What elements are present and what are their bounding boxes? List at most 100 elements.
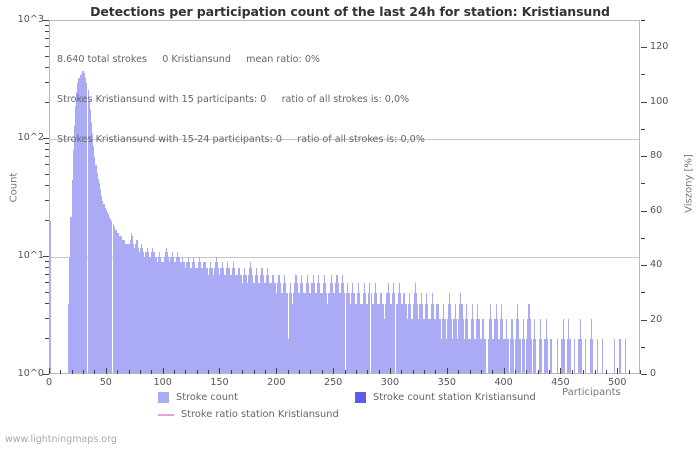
histogram-bar [561, 339, 563, 373]
legend-label: Stroke count station Kristiansund [373, 392, 536, 403]
x-tick [480, 370, 482, 374]
histogram-bar [157, 257, 160, 373]
histogram-bar [442, 318, 444, 373]
histogram-bar [483, 318, 485, 373]
histogram-bar [329, 283, 331, 373]
histogram-bar [514, 339, 516, 373]
histogram-bar [139, 247, 141, 373]
histogram-bar [406, 318, 408, 373]
annotation-block: 8.640 total strokes 0 Kristiansund mean … [57, 27, 617, 172]
plot-clip [50, 21, 639, 373]
histogram-bar [346, 283, 348, 373]
histogram-bar [328, 292, 330, 373]
x-tick-label: 0 [45, 377, 53, 388]
histogram-bar [325, 283, 327, 373]
y-tick [45, 164, 49, 166]
histogram-bar [387, 283, 389, 373]
x-tick-label: 300 [380, 377, 400, 388]
histogram-bar [337, 283, 339, 373]
x-tick-label: 100 [153, 377, 172, 388]
histogram-bar [146, 247, 148, 373]
histogram-bar [302, 283, 304, 373]
histogram-bar [460, 292, 462, 373]
x-tick [617, 368, 619, 374]
histogram-bar [397, 292, 399, 373]
histogram-bar [220, 268, 222, 373]
histogram-bar [298, 292, 301, 373]
histogram-bar [590, 318, 593, 373]
histogram-bar [286, 292, 288, 373]
histogram-bar [326, 292, 328, 373]
histogram-bar [154, 257, 156, 373]
histogram-bar [556, 339, 559, 373]
histogram-bar [568, 318, 570, 373]
histogram-bar [104, 208, 106, 373]
y-tick [43, 256, 49, 257]
histogram-bar [327, 303, 329, 373]
y2-tick [641, 265, 647, 267]
histogram-bar [425, 303, 427, 373]
histogram-bar [282, 283, 285, 373]
histogram-bar [546, 339, 548, 373]
x-tick [208, 370, 210, 374]
histogram-bar [393, 283, 395, 373]
histogram-bar [351, 292, 353, 373]
x-tick [310, 370, 312, 374]
x-tick [355, 370, 357, 374]
plot-area [49, 20, 640, 374]
y-tick [45, 338, 49, 340]
histogram-bar [156, 262, 158, 373]
histogram-bar [479, 339, 481, 373]
histogram-bar [284, 275, 286, 373]
histogram-bar [404, 303, 406, 373]
histogram-bar [92, 134, 94, 373]
histogram-bar [254, 275, 256, 373]
histogram-bar [279, 283, 281, 373]
histogram-bar [130, 232, 132, 373]
histogram-bar [408, 303, 410, 373]
histogram-bar [192, 262, 194, 373]
histogram-bar [290, 292, 293, 373]
histogram-bar [243, 275, 245, 373]
histogram-bar [485, 339, 487, 373]
histogram-bar [519, 339, 521, 373]
y2-tick [641, 237, 645, 239]
histogram-bar [121, 239, 123, 373]
histogram-bar [137, 247, 139, 373]
x-tick [139, 370, 141, 374]
histogram-bar [489, 303, 491, 373]
histogram-bar [225, 275, 227, 373]
histogram-bar [423, 318, 426, 373]
histogram-bar [488, 318, 490, 373]
histogram-bar [510, 339, 512, 373]
histogram-bar [323, 275, 326, 373]
histogram-bar [305, 283, 307, 373]
x-tick [560, 368, 562, 374]
histogram-bar [210, 262, 212, 373]
histogram-bar [296, 283, 298, 373]
histogram-bar [340, 283, 343, 373]
histogram-bar [93, 145, 95, 373]
histogram-bar [285, 283, 287, 373]
histogram-bar [252, 275, 254, 373]
histogram-bar [50, 221, 52, 373]
histogram-bar [300, 283, 302, 373]
x-tick-label: 400 [494, 377, 513, 388]
watermark: www.lightningmaps.org [5, 434, 117, 445]
histogram-bar [347, 292, 349, 373]
histogram-bar [396, 303, 398, 373]
x-tick-label: 150 [210, 377, 229, 388]
histogram-bar [113, 226, 115, 373]
histogram-bar [236, 275, 238, 373]
x-tick [219, 368, 221, 374]
histogram-bar [370, 292, 372, 373]
histogram-bar [181, 257, 183, 373]
histogram-bar [469, 339, 471, 373]
histogram-bar [578, 339, 580, 373]
y2-tick [641, 210, 647, 212]
histogram-bar [435, 318, 437, 373]
x-tick [424, 370, 426, 374]
histogram-bar [206, 268, 208, 373]
x-tick [628, 370, 630, 374]
